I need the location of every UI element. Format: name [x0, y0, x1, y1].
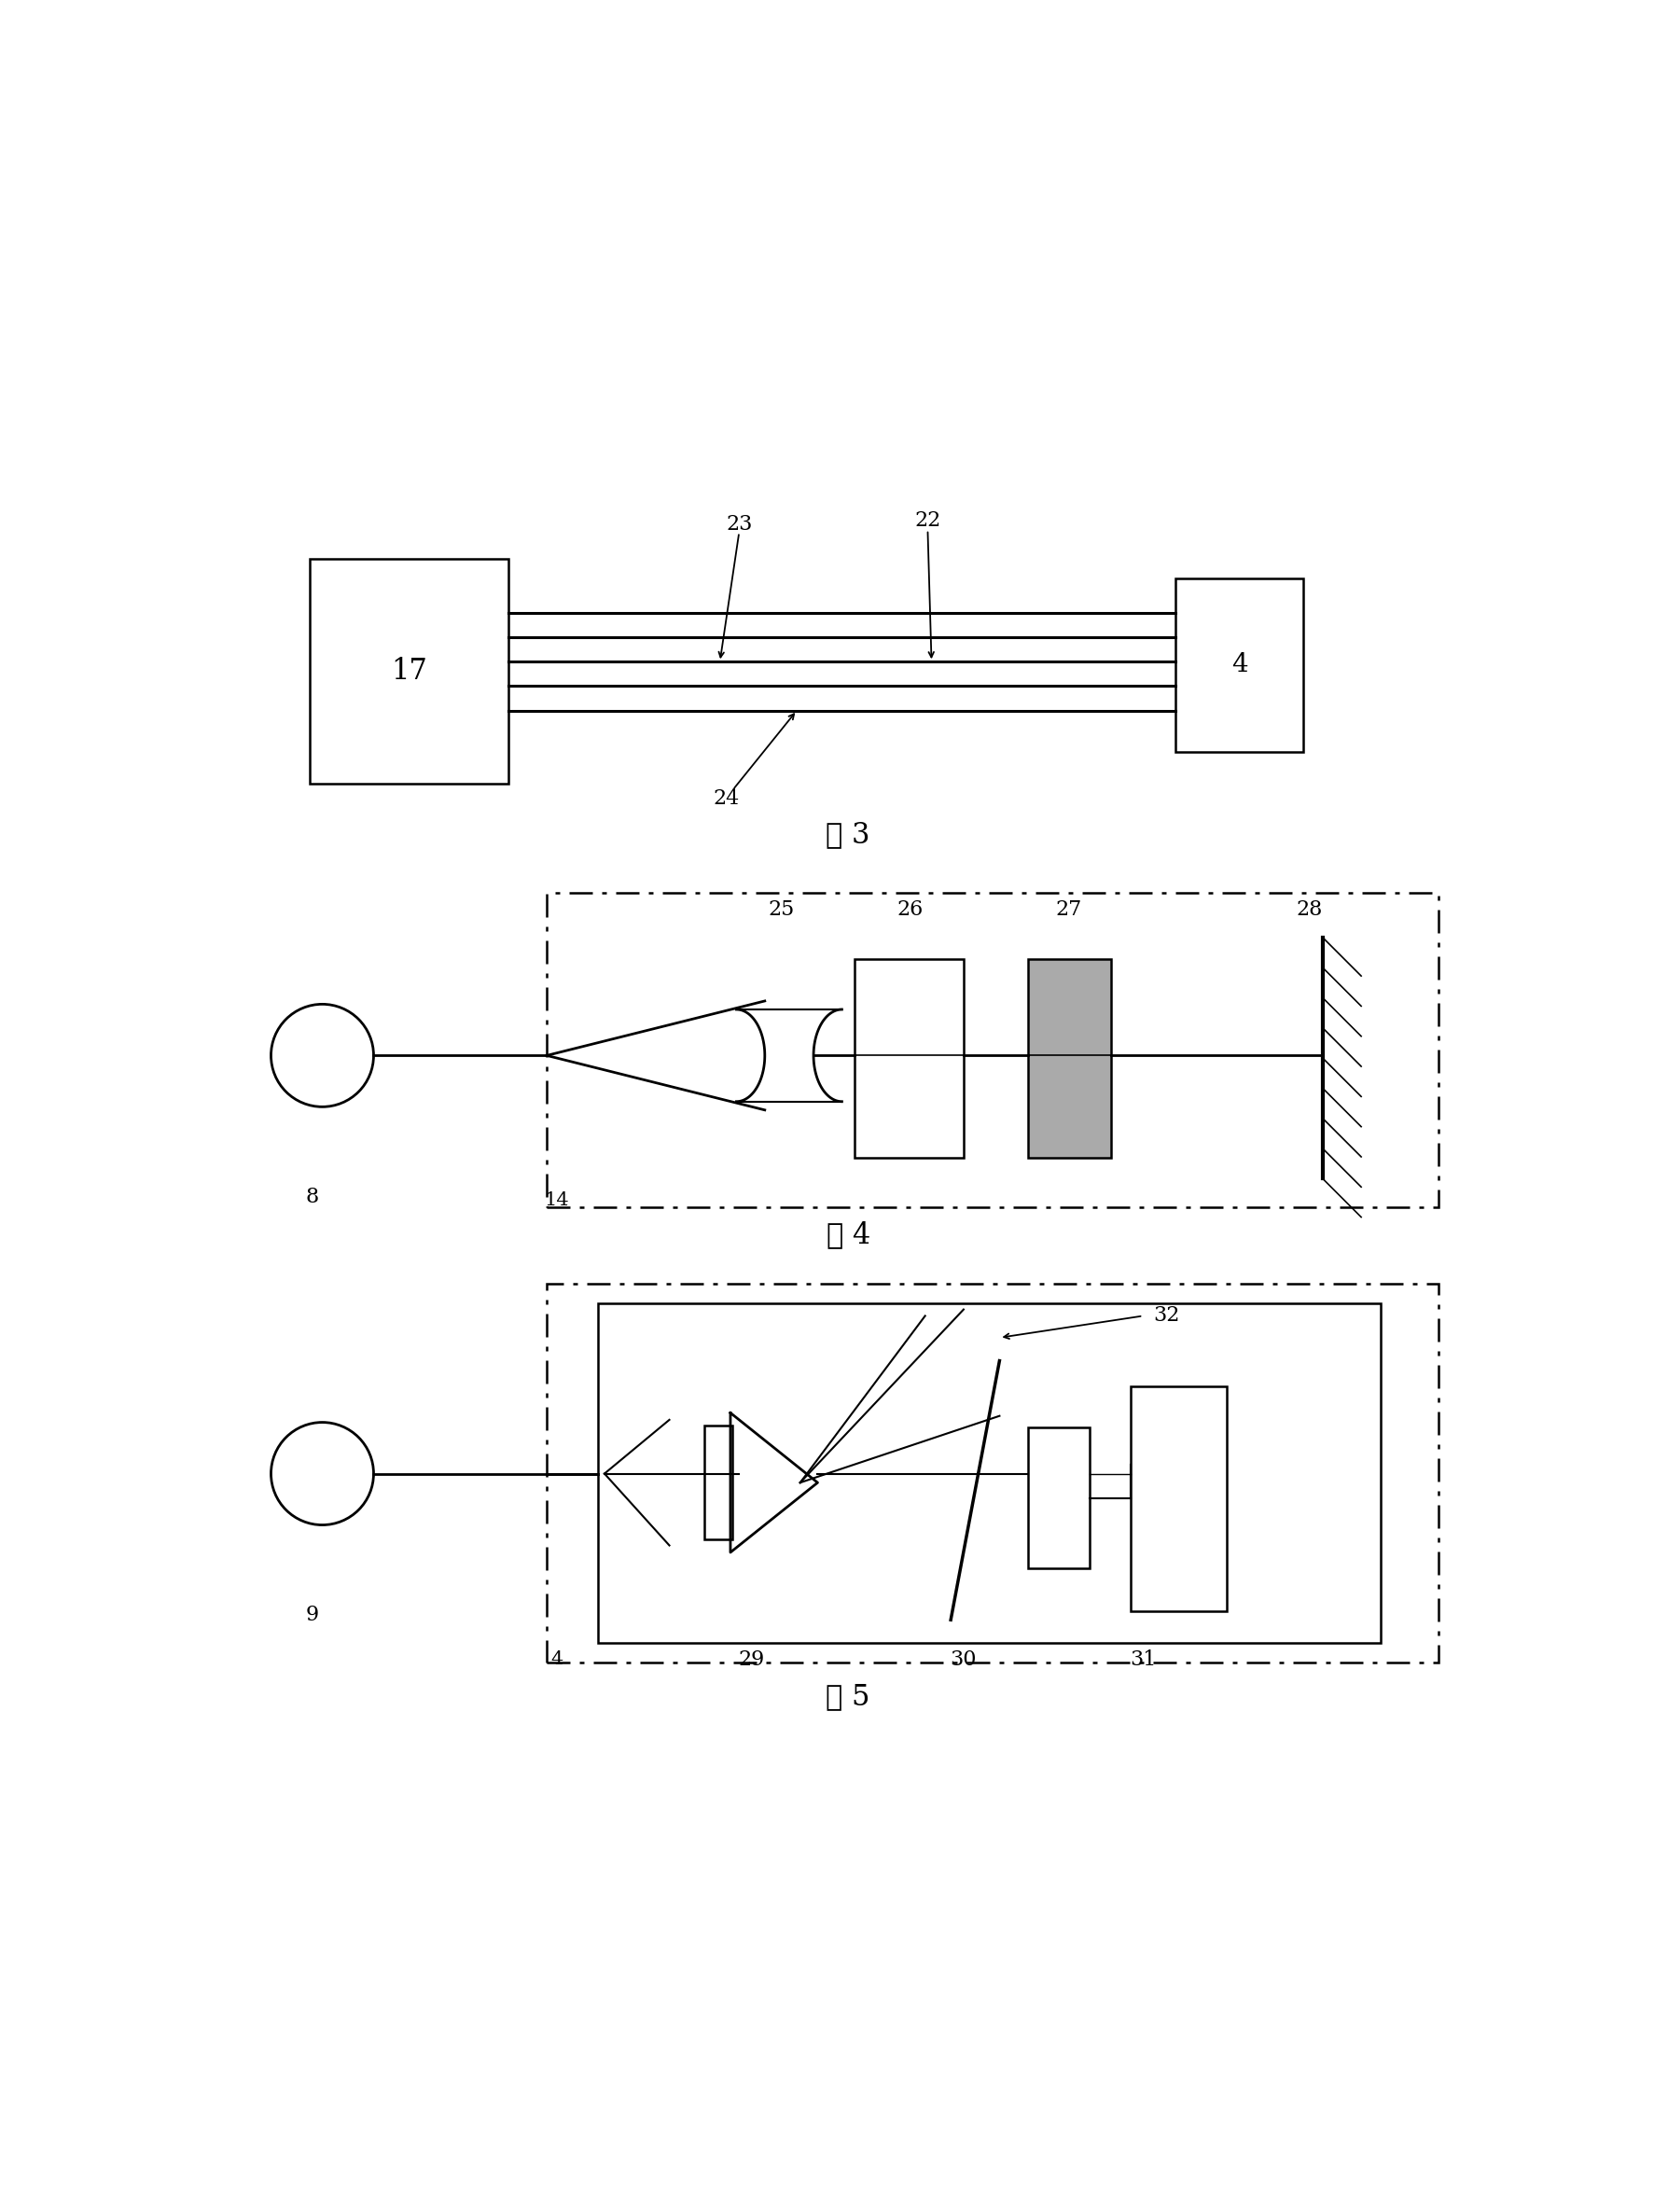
Text: 26: 26 — [896, 898, 923, 920]
Bar — [597, 1303, 1379, 1644]
Bar — [546, 1283, 1437, 1661]
Text: 27: 27 — [1055, 898, 1082, 920]
Text: 4: 4 — [1231, 653, 1247, 677]
Text: 17: 17 — [390, 657, 427, 686]
Text: 图 5: 图 5 — [825, 1683, 870, 1712]
Bar — [853, 960, 963, 1159]
Text: 25: 25 — [767, 898, 794, 920]
Text: 24: 24 — [713, 790, 739, 810]
Text: 14: 14 — [544, 1192, 569, 1210]
Text: 图 3: 图 3 — [825, 821, 870, 849]
Text: 23: 23 — [726, 513, 753, 535]
Bar — [1174, 577, 1303, 752]
Text: 28: 28 — [1297, 898, 1322, 920]
Text: 31: 31 — [1130, 1650, 1156, 1670]
Text: 8: 8 — [306, 1186, 319, 1208]
Bar — [1027, 1427, 1088, 1568]
Text: 32: 32 — [1153, 1305, 1179, 1327]
Bar — [1130, 1387, 1226, 1610]
Bar — [546, 894, 1437, 1208]
Text: 30: 30 — [949, 1650, 976, 1670]
Text: 29: 29 — [738, 1650, 764, 1670]
Text: 4: 4 — [551, 1650, 562, 1668]
Text: 22: 22 — [915, 511, 941, 531]
Bar — [705, 1427, 733, 1540]
Bar — [309, 560, 508, 783]
Text: 9: 9 — [306, 1604, 319, 1626]
Bar — [1027, 960, 1110, 1159]
Text: 图 4: 图 4 — [825, 1221, 870, 1250]
